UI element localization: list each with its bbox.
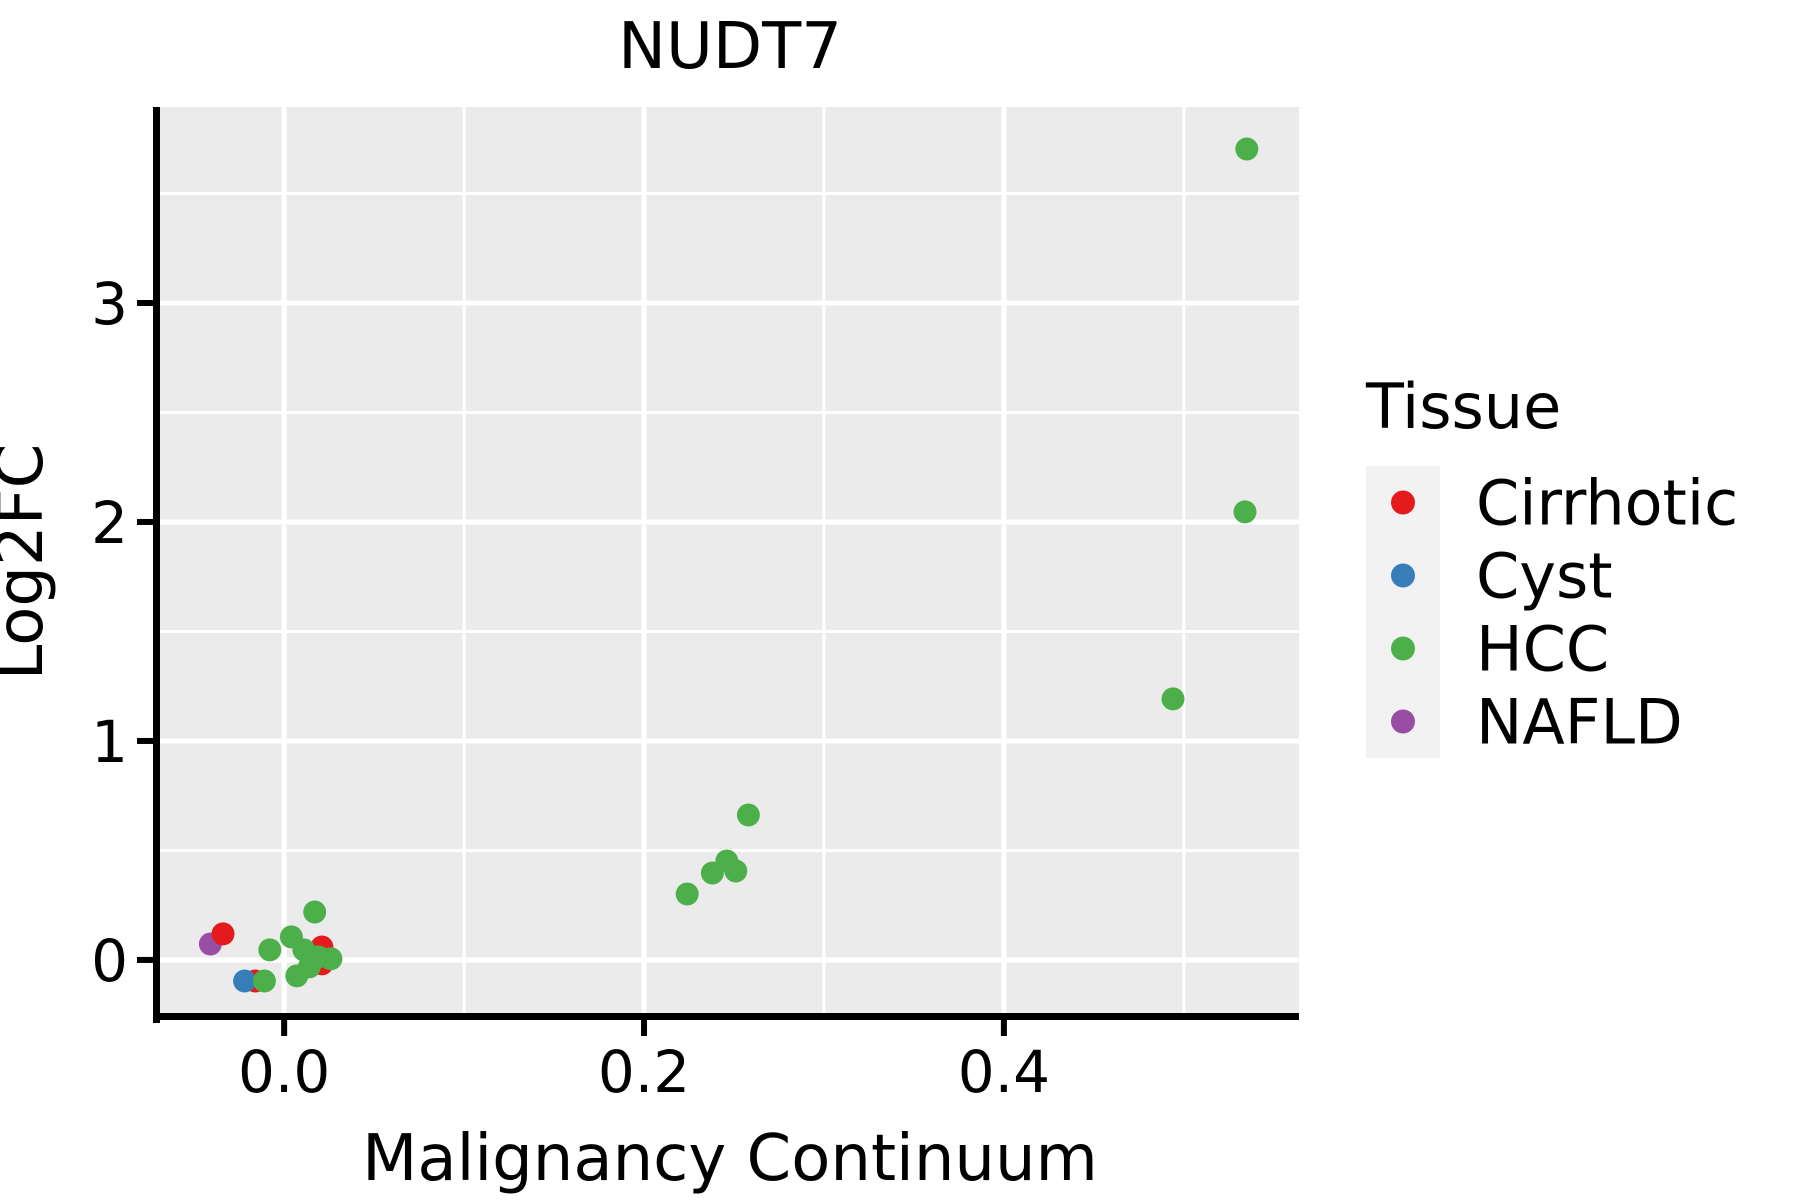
legend-label: Cirrhotic bbox=[1476, 467, 1738, 540]
legend-item-cyst: Cyst bbox=[1366, 539, 1613, 613]
legend-item-cirrhotic: Cirrhotic bbox=[1366, 466, 1738, 540]
major-gridlines bbox=[160, 107, 1299, 1016]
legend-title: Tissue bbox=[1365, 370, 1561, 443]
x-tick-mark bbox=[641, 1020, 648, 1036]
data-point-cyst bbox=[233, 969, 257, 993]
y-axis-line bbox=[153, 107, 160, 1023]
legend-key-dot bbox=[1391, 563, 1415, 588]
y-tick-label: 3 bbox=[91, 270, 128, 338]
x-axis-line bbox=[153, 1013, 1299, 1020]
legend-item-nafld: NAFLD bbox=[1366, 685, 1683, 759]
x-axis-ticks: 0.0 0.2 0.4 bbox=[238, 1020, 1050, 1106]
y-tick-mark bbox=[137, 737, 153, 744]
x-tick-mark bbox=[281, 1020, 288, 1036]
data-point-hcc bbox=[285, 964, 309, 988]
plot-title: NUDT7 bbox=[618, 10, 842, 84]
y-tick-label: 1 bbox=[91, 708, 128, 776]
y-tick-mark bbox=[137, 518, 153, 525]
y-tick-label: 0 bbox=[91, 927, 128, 995]
data-point-hcc bbox=[252, 969, 276, 993]
x-tick-label: 0.2 bbox=[598, 1038, 690, 1106]
x-tick-label: 0.4 bbox=[958, 1038, 1050, 1106]
y-axis-ticks: 0 1 2 3 bbox=[91, 270, 153, 995]
y-tick-mark bbox=[137, 299, 153, 306]
y-tick-mark bbox=[137, 956, 153, 963]
y-axis-title: Log2FC bbox=[0, 444, 58, 681]
legend-label: HCC bbox=[1476, 613, 1609, 686]
data-points bbox=[198, 137, 1259, 993]
data-point-cirrhotic bbox=[211, 922, 235, 946]
x-axis-title: Malignancy Continuum bbox=[362, 1122, 1098, 1196]
legend-key-dot bbox=[1391, 709, 1415, 734]
data-point-hcc bbox=[736, 803, 760, 827]
legend-label: Cyst bbox=[1476, 540, 1613, 613]
legend-item-hcc: HCC bbox=[1366, 612, 1609, 686]
data-point-hcc bbox=[1233, 500, 1257, 524]
data-point-hcc bbox=[258, 938, 282, 962]
data-point-hcc bbox=[675, 882, 699, 906]
x-tick-label: 0.0 bbox=[238, 1038, 330, 1106]
data-point-hcc bbox=[715, 849, 739, 873]
data-point-hcc bbox=[1161, 687, 1185, 711]
legend-label: NAFLD bbox=[1476, 686, 1683, 759]
data-point-hcc bbox=[319, 947, 343, 971]
legend-key-dot bbox=[1391, 636, 1415, 661]
data-point-hcc bbox=[303, 900, 327, 924]
y-tick-label: 2 bbox=[91, 489, 128, 557]
data-point-hcc bbox=[1235, 137, 1259, 161]
legend-key-dot bbox=[1391, 490, 1415, 515]
x-tick-mark bbox=[1000, 1020, 1007, 1036]
